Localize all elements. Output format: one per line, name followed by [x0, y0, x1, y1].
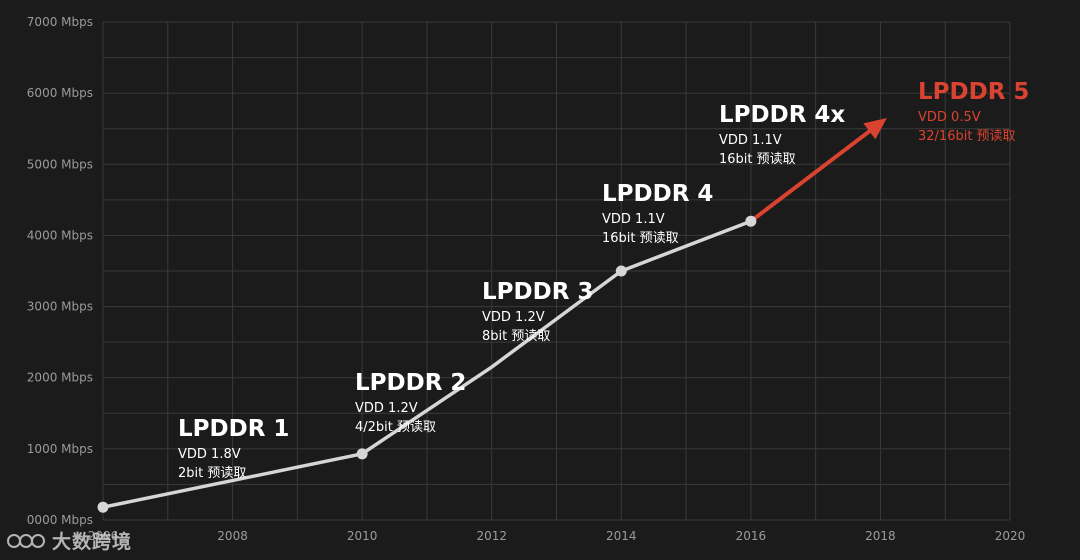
generation-vdd: VDD 1.1V [602, 212, 665, 227]
series-line [101, 219, 753, 509]
projection-arrow [748, 118, 887, 224]
generation-name: LPDDR 3 [482, 279, 593, 305]
x-tick-label: 2012 [476, 529, 507, 543]
y-tick-label: 1000 Mbps [27, 442, 93, 456]
generation-prefetch: 16bit 预读取 [602, 231, 679, 246]
y-tick-label: 6000 Mbps [27, 86, 93, 100]
generation-prefetch: 8bit 预读取 [482, 329, 550, 344]
x-tick-label: 2020 [995, 529, 1026, 543]
annotation-lpddr-4: LPDDR 4 VDD 1.1V 16bit 预读取 [602, 181, 713, 246]
y-tick-label: 4000 Mbps [27, 228, 93, 242]
y-axis-ticks: 0000 Mbps 1000 Mbps 2000 Mbps 3000 Mbps 4000… [27, 15, 93, 527]
y-tick-label: 2000 Mbps [27, 371, 93, 385]
generation-vdd: VDD 0.5V [918, 110, 981, 125]
generation-annotations: LPDDR 1 VDD 1.8V 2bit 预读取 LPDDR 2 VDD 1.2V 4/… [178, 79, 1029, 481]
generation-prefetch: 2bit 预读取 [178, 466, 246, 481]
generation-prefetch: 16bit 预读取 [719, 152, 796, 167]
annotation-lpddr-1: LPDDR 1 VDD 1.8V 2bit 预读取 [178, 416, 289, 481]
data-point [745, 215, 757, 227]
generation-name: LPDDR 4x [719, 102, 845, 128]
projection-arrowhead [863, 118, 887, 140]
x-tick-label: 2006 [88, 529, 119, 543]
generation-name: LPDDR 2 [355, 370, 466, 396]
x-tick-label: 2014 [606, 529, 637, 543]
bandwidth-line [101, 219, 753, 509]
x-tick-label: 2008 [217, 529, 248, 543]
y-tick-label: 0000 Mbps [27, 513, 93, 527]
x-axis-ticks: 2006 2008 2010 2012 2014 2016 2018 2020 [88, 529, 1026, 543]
data-point [97, 501, 109, 513]
generation-name: LPDDR 4 [602, 181, 713, 207]
annotation-lpddr-2: LPDDR 2 VDD 1.2V 4/2bit 预读取 [355, 370, 466, 435]
generation-vdd: VDD 1.1V [719, 133, 782, 148]
watermark-text: 大数跨境 [52, 531, 133, 553]
generation-name: LPDDR 5 [918, 79, 1029, 105]
x-tick-label: 2010 [347, 529, 378, 543]
annotation-lpddr-3: LPDDR 3 VDD 1.2V 8bit 预读取 [482, 279, 593, 344]
annotation-lpddr-4x: LPDDR 4x VDD 1.1V 16bit 预读取 [719, 102, 845, 167]
annotation-lpddr-5: LPDDR 5 VDD 0.5V 32/16bit 预读取 [918, 79, 1029, 144]
y-tick-label: 7000 Mbps [27, 15, 93, 29]
generation-vdd: VDD 1.8V [178, 447, 241, 462]
generation-prefetch: 4/2bit 预读取 [355, 420, 436, 435]
generation-vdd: VDD 1.2V [482, 310, 545, 325]
grid-lines [102, 21, 1011, 521]
y-tick-label: 5000 Mbps [27, 157, 93, 171]
x-tick-label: 2016 [736, 529, 767, 543]
watermark: 大数跨境 [6, 527, 132, 554]
data-point [356, 448, 368, 460]
generation-name: LPDDR 1 [178, 416, 289, 442]
data-point [615, 265, 627, 277]
generation-prefetch: 32/16bit 预读取 [918, 129, 1016, 144]
x-tick-label: 2018 [865, 529, 896, 543]
data-points [97, 215, 757, 513]
watermark-logo-icon [7, 533, 45, 548]
y-tick-label: 3000 Mbps [27, 300, 93, 314]
generation-vdd: VDD 1.2V [355, 401, 418, 416]
projection-line [748, 129, 872, 224]
